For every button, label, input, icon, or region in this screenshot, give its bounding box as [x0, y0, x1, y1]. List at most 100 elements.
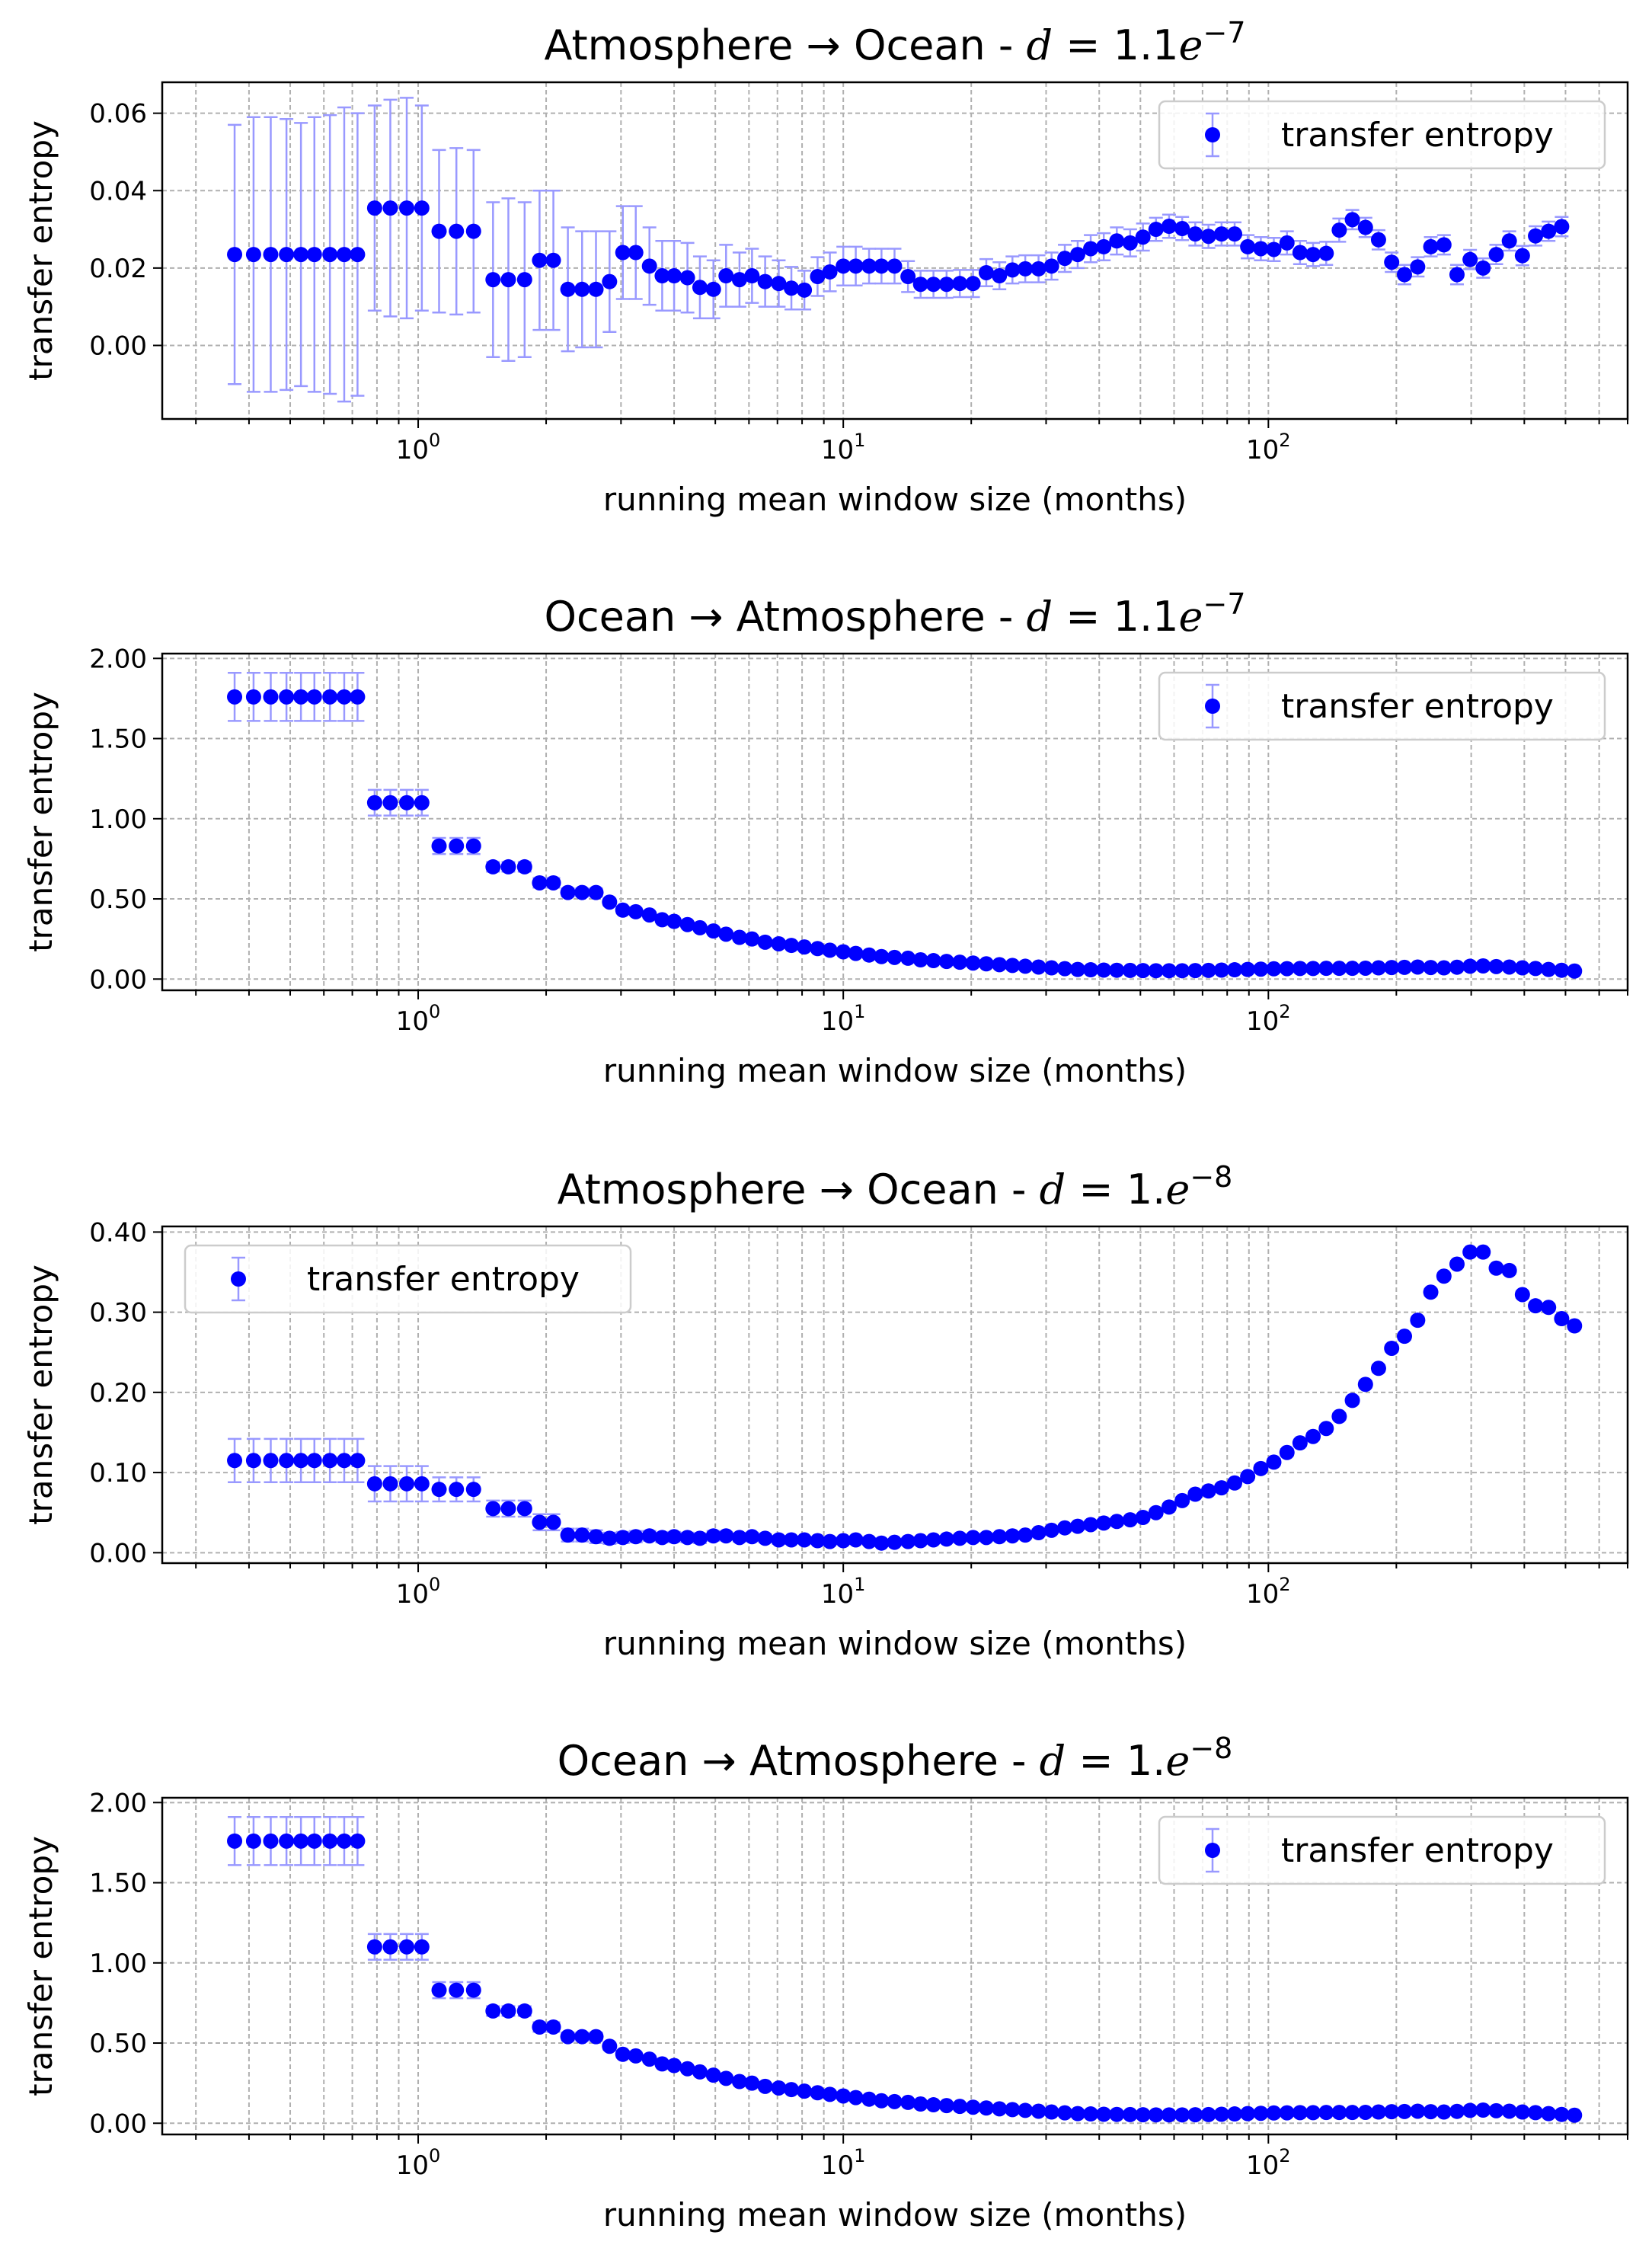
data-point [1357, 960, 1373, 976]
title-arrow: → [807, 21, 841, 69]
data-point [912, 277, 928, 293]
data-point [1462, 1244, 1478, 1260]
data-point [615, 245, 631, 261]
data-point [1057, 961, 1073, 977]
data-point [1475, 1244, 1491, 1260]
data-point [306, 1453, 322, 1469]
x-tick-exponent: 0 [429, 430, 440, 451]
legend-label: transfer entropy [1281, 116, 1554, 155]
data-point [1122, 235, 1138, 251]
data-point [692, 2064, 708, 2080]
data-point [1410, 2103, 1426, 2119]
data-point [1397, 959, 1413, 975]
axes-frame [161, 1796, 1629, 2136]
data-point [1083, 1517, 1099, 1533]
data-point [1397, 1329, 1413, 1345]
data-point [1200, 1483, 1216, 1499]
data-point [465, 1982, 481, 1998]
data-point [1541, 961, 1557, 977]
x-tick-base: 10 [1246, 1006, 1279, 1037]
data-point [874, 2093, 890, 2109]
data-point [336, 689, 352, 705]
data-point [449, 838, 465, 854]
data-point [718, 1528, 734, 1544]
data-point [628, 2048, 644, 2064]
data-point [952, 276, 968, 292]
data-point [1018, 1527, 1034, 1543]
data-point [306, 1833, 322, 1849]
y-tick-label: 2.00 [89, 1788, 147, 1818]
series-transfer-entropy [227, 97, 1570, 403]
data-point [279, 1833, 295, 1849]
data-point [1344, 212, 1360, 228]
data-point [731, 272, 747, 288]
data-point [293, 247, 309, 263]
data-point [1043, 960, 1059, 976]
data-point [1488, 2102, 1504, 2118]
data-point [1488, 958, 1504, 974]
data-point [848, 945, 864, 961]
data-point [263, 1833, 279, 1849]
y-axis-label: transfer entropy [22, 120, 59, 381]
data-point [431, 223, 447, 239]
data-point [1122, 962, 1138, 978]
data-point [431, 1982, 447, 1998]
data-point [615, 902, 631, 918]
title-variable: d [1027, 21, 1053, 69]
data-point [322, 1453, 338, 1469]
data-point [588, 2029, 604, 2045]
data-point [1318, 2105, 1334, 2121]
data-point [1357, 2104, 1373, 2120]
data-point [449, 223, 465, 239]
data-point [1266, 241, 1282, 257]
data-point [925, 1532, 941, 1548]
title-variable: d [1040, 1165, 1066, 1213]
data-point [1031, 959, 1046, 975]
data-point [1436, 960, 1452, 976]
data-point [532, 2019, 548, 2035]
data-point [1174, 221, 1190, 237]
data-point [654, 268, 670, 284]
data-point [1514, 2104, 1530, 2120]
data-point [641, 1528, 657, 1544]
data-point [1109, 233, 1125, 249]
x-tick-label: 100 [396, 430, 441, 465]
data-point [679, 1530, 695, 1546]
data-point [874, 948, 890, 964]
data-point [545, 1514, 561, 1530]
data-point [279, 247, 295, 263]
x-tick-exponent: 0 [429, 1574, 440, 1595]
data-point [1240, 961, 1256, 977]
legend-marker [1205, 1843, 1220, 1858]
x-tick-base: 10 [396, 1006, 429, 1037]
title-variable: d [1040, 1737, 1066, 1785]
data-point [757, 1530, 773, 1546]
data-point [718, 2070, 734, 2086]
data-point [912, 2096, 928, 2112]
data-point [1370, 960, 1386, 976]
data-point [666, 2058, 682, 2074]
data-point [1554, 962, 1570, 978]
data-point [1266, 1454, 1282, 1470]
data-point [628, 903, 644, 919]
x-tick-exponent: 0 [429, 1001, 440, 1022]
data-point [1567, 963, 1583, 979]
data-point [1043, 258, 1059, 274]
data-point [666, 913, 682, 929]
data-point [245, 1453, 261, 1469]
data-point [822, 1533, 838, 1549]
data-point [965, 1530, 981, 1546]
y-tick-label: 0.50 [89, 884, 147, 915]
data-point [692, 919, 708, 935]
data-point [861, 947, 877, 963]
data-point [744, 931, 760, 947]
data-point [744, 2075, 760, 2091]
data-point [628, 245, 644, 261]
series-transfer-entropy [227, 1244, 1583, 1551]
data-point [1005, 262, 1021, 278]
y-axis-label: transfer entropy [22, 692, 59, 952]
title-equals: = 1.1 [1053, 21, 1178, 69]
data-point [1475, 958, 1491, 974]
axes-frame [161, 81, 1629, 420]
legend-box [184, 1244, 632, 1314]
